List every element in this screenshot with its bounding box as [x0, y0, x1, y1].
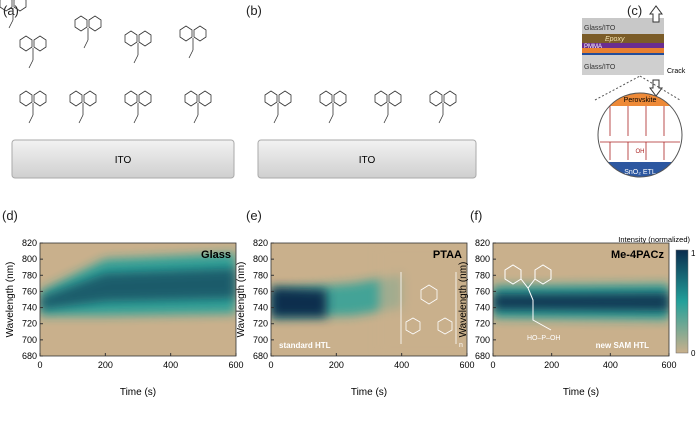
heatmap-0: 680 700 720 740 760 780 800 820 0 200 400 600 Time (…: [5, 238, 244, 398]
heatmap-band: [493, 283, 669, 321]
x-tick-label: 0: [37, 360, 42, 370]
x-tick-label: 200: [98, 360, 113, 370]
panel-label-c: (c): [627, 3, 643, 18]
interface-zoom: Perovskite OH SnO₂ ETL: [597, 92, 683, 178]
phosphonic-acid-label: HO–P–OH: [527, 335, 560, 342]
y-tick-label: 680: [22, 351, 37, 361]
x-tick-label: 0: [268, 360, 273, 370]
ring: [437, 317, 453, 335]
x-tick-label: 200: [329, 360, 344, 370]
crack-label: Crack: [667, 68, 686, 75]
y-tick-label: 820: [253, 238, 268, 248]
heatmap-2: 680 700 720 740 760 780 800 820 0 200 400 600 Time (…: [458, 238, 677, 398]
colorbar-title: Intensity (normalized): [618, 235, 690, 244]
y-tick-label: 740: [253, 303, 268, 313]
me4pacz-structure: [504, 264, 552, 331]
x-axis-label: Time (s): [351, 387, 387, 398]
x-tick-label: 600: [459, 360, 474, 370]
molecules-b: [264, 90, 457, 124]
x-tick-label: 0: [490, 360, 495, 370]
y-tick-label: 680: [475, 351, 490, 361]
sno2-label: SnO₂ ETL: [624, 169, 656, 176]
layer-glass-top: Glass/ITO: [584, 25, 616, 32]
x-tick-label: 600: [661, 360, 676, 370]
y-tick-label: 700: [22, 335, 37, 345]
y-tick-label: 820: [475, 238, 490, 248]
y-tick-label: 760: [475, 286, 490, 296]
molecules-a: [0, 0, 212, 124]
plot-frame: [270, 242, 468, 357]
y-axis-label: Wavelength (nm): [236, 262, 247, 338]
intensity-peak: [40, 268, 236, 310]
ito-substrate-b: [257, 139, 477, 179]
plot-frame: [492, 242, 670, 357]
x-tick-label: 200: [544, 360, 559, 370]
annotation: new SAM HTL: [596, 341, 649, 350]
y-tick-label: 720: [475, 319, 490, 329]
plot-title: PTAA: [433, 249, 462, 261]
plot-title: Me-4PACz: [611, 249, 664, 261]
oh-label: OH: [636, 149, 645, 155]
ito-label-b: ITO: [359, 155, 376, 166]
ptaa-structure: [400, 272, 457, 344]
ito-label-a: ITO: [115, 155, 132, 166]
arrow-up-icon: [649, 5, 663, 23]
chain: [520, 278, 552, 331]
x-tick-label: 600: [228, 360, 243, 370]
panel-label-f: (f): [470, 208, 483, 223]
annotation: standard HTL: [279, 341, 331, 350]
heatmap-band: [40, 253, 236, 316]
y-tick-label: 800: [22, 254, 37, 264]
y-tick-label: 720: [22, 319, 37, 329]
layer-pmma: PMMA: [584, 44, 602, 50]
bracket: [400, 272, 457, 344]
y-axis-label: Wavelength (nm): [5, 262, 16, 338]
panel-label-a: (a): [3, 3, 19, 18]
x-tick-label: 400: [603, 360, 618, 370]
ring: [420, 284, 438, 305]
y-tick-label: 700: [475, 335, 490, 345]
x-tick-label: 400: [394, 360, 409, 370]
panel-label-e: (e): [246, 208, 262, 223]
intensity-peak: [271, 287, 327, 318]
ito-substrate-a: [11, 139, 235, 179]
panel-label-b: (b): [246, 3, 262, 18]
plot-title: Glass: [201, 249, 231, 261]
y-tick-label: 760: [253, 286, 268, 296]
y-tick-label: 700: [253, 335, 268, 345]
heatmap-band: [271, 243, 467, 356]
y-tick-label: 740: [22, 303, 37, 313]
layer-epoxy: Epoxy: [605, 36, 625, 43]
y-tick-label: 740: [475, 303, 490, 313]
colorbar: Intensity (normalized) 1 0: [618, 235, 696, 358]
arrow-down-icon: [649, 79, 663, 97]
ring: [405, 317, 421, 335]
heatmap-1: 680 700 720 740 760 780 800 820 0 200 400 600 Time (…: [236, 238, 475, 398]
y-tick-label: 800: [475, 254, 490, 264]
y-tick-label: 680: [253, 351, 268, 361]
intensity-peak: [493, 292, 669, 312]
perovskite-label: Perovskite: [624, 97, 657, 104]
colorbar-min: 0: [691, 349, 696, 358]
x-axis-label: Time (s): [563, 387, 599, 398]
y-axis-label: Wavelength (nm): [458, 262, 469, 338]
y-tick-label: 780: [475, 270, 490, 280]
device-stack: Glass/ITO Epoxy PMMA Glass/ITO Crack: [582, 5, 686, 97]
subscript-n: n: [459, 342, 463, 349]
plot-frame: [39, 242, 237, 357]
y-tick-label: 780: [22, 270, 37, 280]
y-tick-label: 780: [253, 270, 268, 280]
y-tick-label: 800: [253, 254, 268, 264]
intensity-decay: [378, 243, 467, 356]
colorbar-max: 1: [691, 249, 696, 258]
layer-glass-bottom: Glass/ITO: [584, 64, 616, 71]
y-tick-label: 820: [22, 238, 37, 248]
x-axis-label: Time (s): [120, 387, 156, 398]
x-tick-label: 400: [163, 360, 178, 370]
y-tick-label: 720: [253, 319, 268, 329]
panel-label-d: (d): [2, 208, 18, 223]
y-tick-label: 760: [22, 286, 37, 296]
